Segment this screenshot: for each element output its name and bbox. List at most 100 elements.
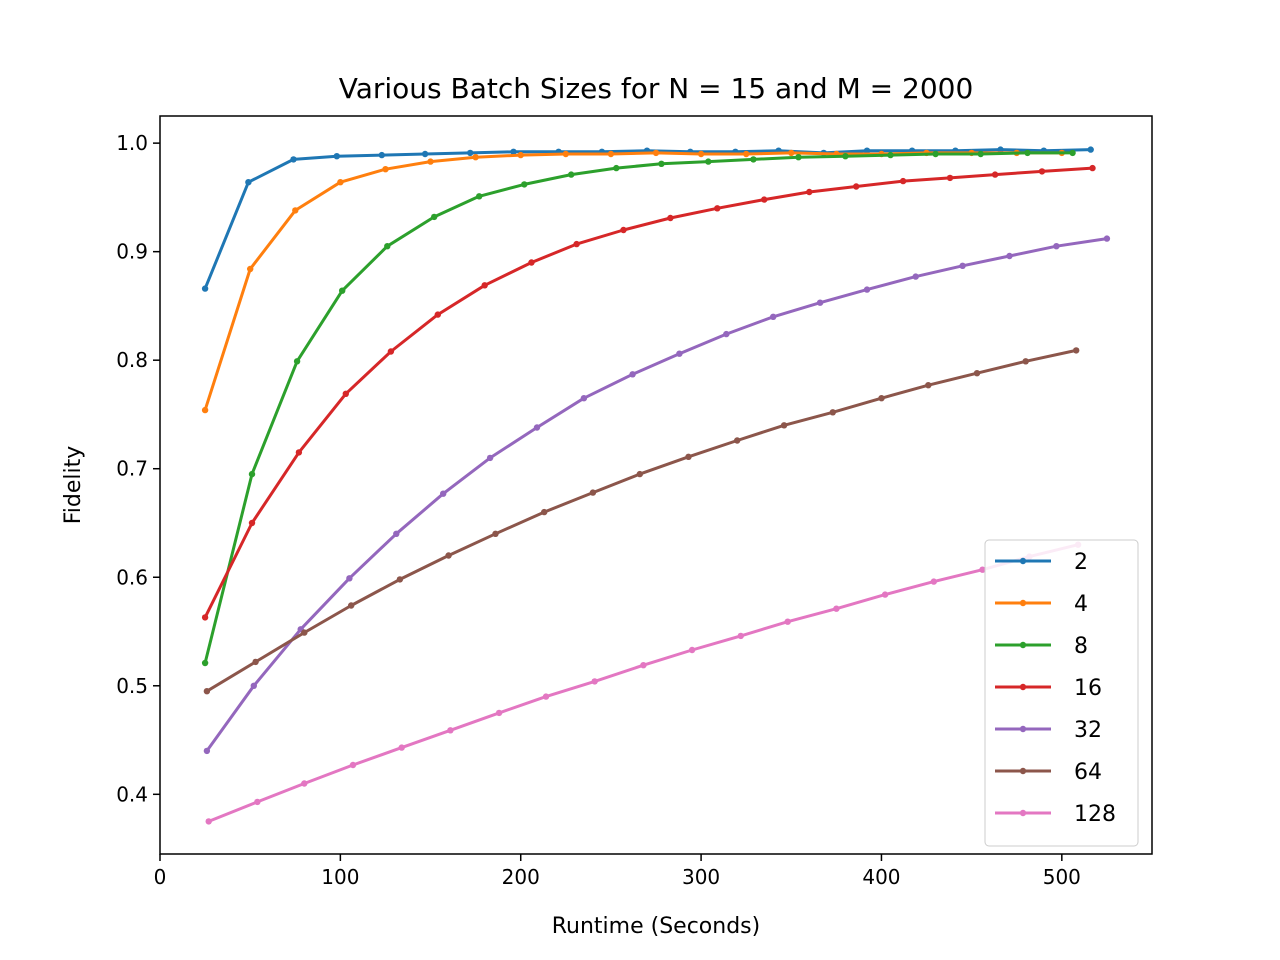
series-8 [201, 149, 1076, 667]
data-point [387, 348, 395, 355]
legend-marker [1019, 557, 1027, 565]
data-point [292, 207, 299, 214]
data-point [829, 409, 836, 416]
x-axis-label: Runtime (Seconds) [552, 914, 760, 939]
data-point [396, 576, 404, 583]
x-tick-label: 300 [682, 865, 720, 889]
data-point [542, 693, 550, 700]
data-point [252, 658, 259, 666]
data-point [878, 395, 885, 402]
data-point [697, 150, 705, 158]
data-point [533, 424, 541, 431]
y-tick-label: 1.0 [116, 131, 148, 155]
data-point [636, 470, 643, 478]
data-point [640, 662, 647, 669]
data-point [1089, 164, 1096, 172]
data-point [342, 390, 349, 397]
plot-frame [159, 115, 1153, 855]
data-point [203, 688, 211, 695]
y-axis-label: Fidelity [61, 446, 86, 525]
series-16 [201, 164, 1096, 621]
data-point [440, 490, 447, 497]
data-point [887, 151, 894, 159]
data-point [447, 727, 454, 734]
x-tick-label: 200 [502, 865, 540, 889]
data-point [973, 370, 981, 377]
legend-marker [1019, 809, 1027, 817]
data-point [398, 744, 405, 751]
data-point [510, 148, 517, 155]
data-point [521, 181, 528, 188]
legend-label: 64 [1074, 760, 1102, 785]
data-point [472, 154, 479, 161]
data-point [205, 818, 212, 825]
data-point [676, 350, 683, 357]
data-point [1024, 149, 1031, 157]
data-point [688, 646, 696, 654]
data-point [788, 149, 795, 157]
data-point [346, 575, 353, 582]
data-point [486, 454, 494, 462]
series-64 [203, 347, 1080, 695]
data-point [723, 330, 730, 338]
legend-box [984, 539, 1139, 847]
data-point [250, 682, 257, 689]
data-point [997, 146, 1004, 153]
legend-marker [1019, 641, 1027, 649]
data-point [290, 156, 297, 163]
y-tick-label: 0.4 [116, 782, 148, 806]
data-point [1069, 149, 1076, 157]
legend-marker [1019, 683, 1027, 691]
data-point [685, 453, 692, 460]
series-line-8 [203, 151, 1075, 665]
legend-label: 8 [1074, 634, 1088, 659]
data-point [930, 578, 937, 585]
data-point [705, 158, 712, 165]
data-point [977, 150, 984, 158]
legend-marker [1019, 599, 1027, 607]
data-point [201, 659, 209, 667]
data-point [573, 240, 580, 248]
chart-title: Various Batch Sizes for N = 15 and M = 2… [339, 72, 974, 105]
data-point [881, 591, 889, 598]
y-tick-label: 0.9 [116, 240, 148, 264]
data-point [932, 150, 939, 158]
data-point [384, 243, 391, 250]
data-point [863, 147, 871, 154]
data-point [784, 618, 791, 625]
data-point [378, 151, 385, 159]
data-point [445, 552, 452, 559]
data-point [607, 150, 615, 158]
data-point [780, 422, 788, 429]
legend-label: 2 [1074, 550, 1088, 575]
data-point [481, 282, 488, 289]
data-point [393, 530, 400, 537]
data-point [946, 174, 954, 182]
series-128 [205, 541, 1082, 825]
data-point [293, 358, 301, 365]
y-axis: 0.4 0.5 0.6 0.7 0.8 0.9 1.0 [116, 131, 160, 806]
data-point [295, 449, 303, 456]
data-point [541, 508, 548, 516]
x-tick-label: 100 [321, 865, 359, 889]
data-point [761, 196, 768, 203]
series-line-16 [203, 166, 1094, 619]
data-point [476, 193, 483, 200]
data-point [806, 188, 813, 196]
data-point [658, 160, 665, 167]
data-point [991, 171, 999, 178]
data-point [568, 171, 575, 178]
data-point [925, 382, 932, 389]
data-point [427, 158, 434, 165]
data-point [337, 179, 344, 186]
data-point [959, 262, 966, 269]
data-point [750, 156, 757, 163]
x-tick-label: 0 [154, 865, 167, 889]
data-point [562, 150, 569, 158]
data-point [899, 177, 907, 185]
data-point [495, 709, 503, 717]
data-point [863, 286, 871, 293]
data-point [467, 149, 474, 157]
data-point [301, 780, 308, 787]
